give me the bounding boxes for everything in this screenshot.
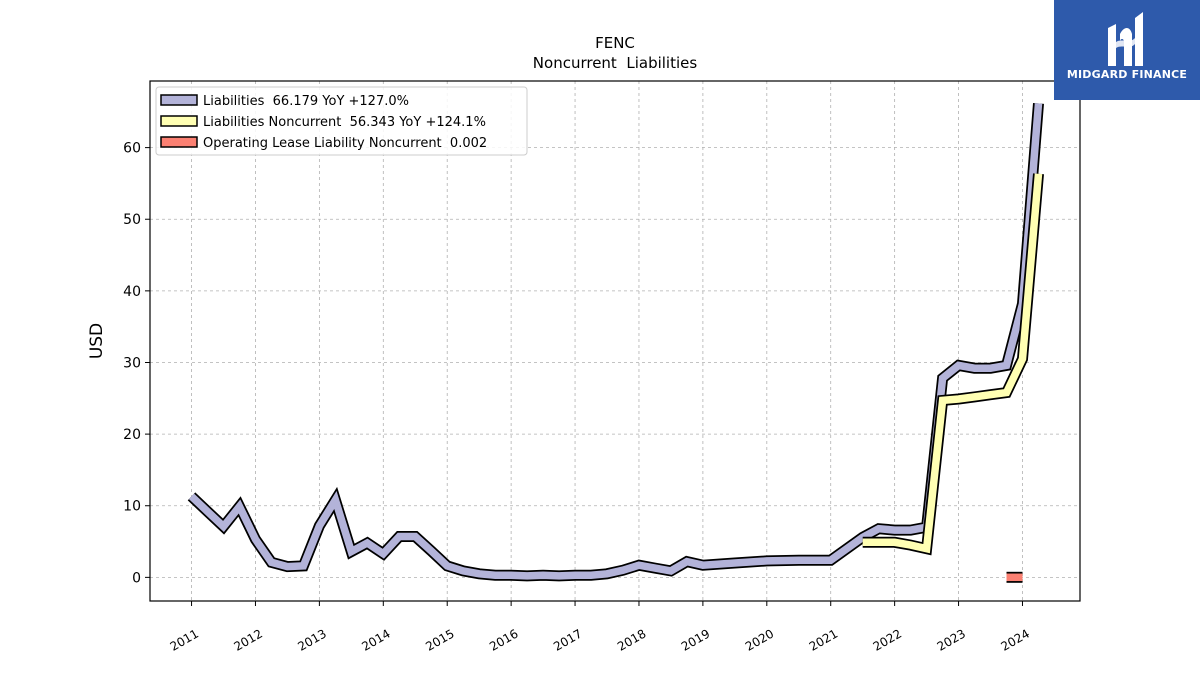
series-line-liabilities — [188, 103, 1043, 580]
legend-label: Liabilities 66.179 YoY +127.0% — [203, 94, 409, 109]
chart-title: FENC — [595, 34, 635, 52]
legend-frame — [155, 86, 528, 156]
x-tick-label: 2013 — [295, 626, 328, 653]
legend-swatch — [160, 94, 198, 106]
legend-label: Operating Lease Liability Noncurrent 0.0… — [203, 136, 487, 151]
x-tick-label: 2021 — [807, 626, 840, 653]
x-tick-label: 2014 — [359, 626, 392, 653]
y-tick-label: 50 — [123, 212, 141, 228]
y-axis-label: USD — [87, 323, 107, 359]
x-tick-label: 2024 — [999, 626, 1032, 653]
series-layer — [187, 102, 1044, 583]
brand-mark-icon — [1108, 12, 1143, 66]
y-tick-label: 0 — [132, 570, 141, 586]
legend-swatch — [160, 136, 198, 148]
y-tick-label: 60 — [123, 141, 141, 157]
y-tick-label: 40 — [123, 284, 141, 300]
x-tick-label: 2020 — [743, 626, 776, 653]
x-tick-label: 2011 — [168, 626, 201, 653]
chart-subtitle: Noncurrent Liabilities — [533, 54, 698, 72]
y-tick-label: 10 — [123, 499, 141, 515]
brand-logo: MIDGARD FINANCE — [1054, 0, 1200, 100]
y-tick-label: 20 — [123, 427, 141, 443]
series-line-liabilities-noncurrent — [862, 173, 1043, 554]
brand-name: MIDGARD FINANCE — [1066, 68, 1188, 81]
series-line-outline-liabilities — [187, 102, 1044, 582]
legend-swatch — [160, 115, 198, 127]
plot-frame — [149, 80, 1081, 602]
x-tick-label: 2018 — [615, 626, 648, 653]
y-tick-label: 30 — [123, 355, 141, 371]
legend: Liabilities 66.179 YoY +127.0% Liabilitie… — [155, 86, 528, 156]
grid — [150, 81, 1080, 601]
x-tick-label: 2015 — [423, 626, 456, 653]
x-tick-label: 2019 — [679, 626, 712, 653]
x-tick-label: 2012 — [232, 626, 265, 653]
x-tick-label: 2016 — [487, 626, 520, 653]
legend-label: Liabilities Noncurrent 56.343 YoY +124.1… — [203, 115, 486, 130]
x-tick-label: 2017 — [551, 626, 584, 653]
x-tick-label: 2022 — [871, 626, 904, 653]
x-tick-label: 2023 — [935, 626, 968, 653]
